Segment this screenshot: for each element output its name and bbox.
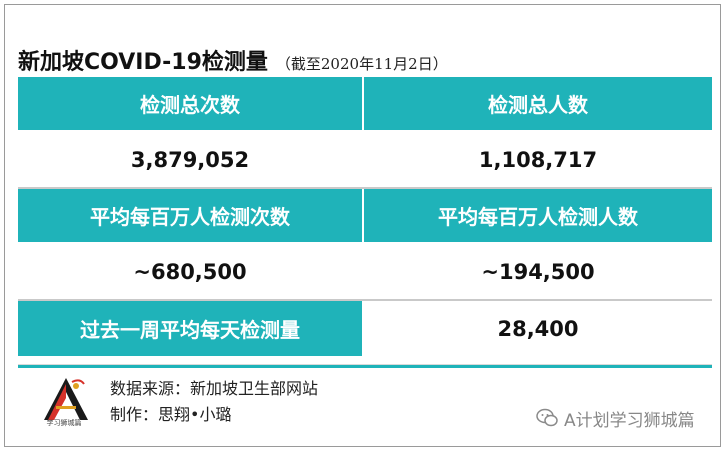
credits-block: 数据来源：新加坡卫生部网站 制作：思翔•小璐	[110, 376, 318, 428]
value-total-people: 1,108,717	[364, 132, 712, 187]
watermark: A计划学习狮城篇	[536, 406, 695, 431]
stats-table: 检测总次数 检测总人数 3,879,052 1,108,717 平均每百万人检测…	[18, 77, 712, 356]
header-tests-per-million: 平均每百万人检测次数	[18, 189, 362, 242]
header-total-people: 检测总人数	[364, 77, 712, 130]
wechat-icon	[536, 408, 558, 427]
table-row-values-2: ~680,500 ~194,500	[18, 244, 712, 299]
title-date-note: （截至2020年11月2日）	[275, 55, 448, 73]
value-people-per-million: ~194,500	[364, 244, 712, 299]
author-text: 制作：思翔•小璐	[110, 405, 232, 424]
value-tests-per-million: ~680,500	[18, 244, 362, 299]
data-source-text: 数据来源：新加坡卫生部网站	[110, 379, 319, 398]
title-row: 新加坡COVID-19检测量 （截至2020年11月2日）	[18, 38, 698, 76]
value-total-tests: 3,879,052	[18, 132, 362, 187]
logo-caption: 学习狮城篇	[46, 419, 82, 427]
footer-divider	[18, 364, 712, 368]
table-row-values-1: 3,879,052 1,108,717	[18, 132, 712, 187]
header-people-per-million: 平均每百万人检测人数	[364, 189, 712, 242]
header-total-tests: 检测总次数	[18, 77, 362, 130]
table-row-header-2: 平均每百万人检测次数 平均每百万人检测人数	[18, 189, 712, 242]
value-weekly-daily-average: 28,400	[364, 301, 712, 356]
header-weekly-daily-average: 过去一周平均每天检测量	[18, 301, 362, 356]
page-title: 新加坡COVID-19检测量	[18, 50, 268, 75]
logo-emblem-icon	[44, 378, 88, 420]
table-row-header-1: 检测总次数 检测总人数	[18, 77, 712, 130]
table-row-weekly: 过去一周平均每天检测量 28,400	[18, 301, 712, 356]
watermark-text: A计划学习狮城篇	[564, 410, 695, 431]
